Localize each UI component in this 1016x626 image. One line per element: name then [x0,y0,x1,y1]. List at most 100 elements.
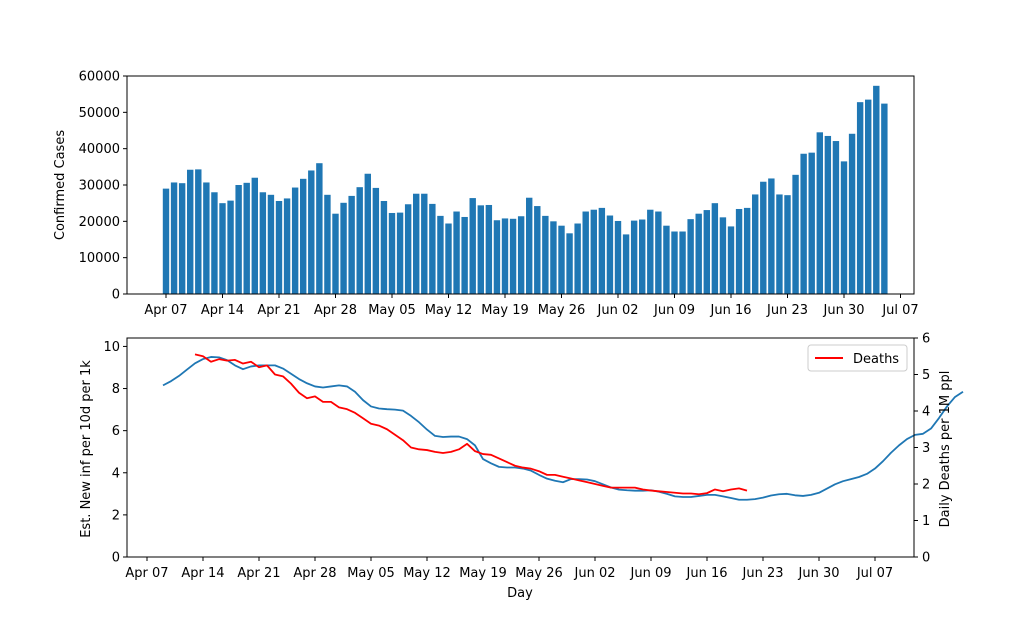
bar-series [162,85,888,295]
x-tick-label: May 05 [368,303,416,318]
bar [703,210,710,294]
bar [372,187,380,294]
bar [162,188,170,294]
bar [429,203,436,294]
bar [477,205,484,294]
x-tick-label: May 26 [515,566,563,581]
bar [784,195,791,294]
bar [203,182,210,294]
x-tick-label: Apr 07 [144,303,187,318]
bar [614,220,622,294]
bar [848,133,856,294]
x-tick-label: May 12 [403,566,451,581]
bar [832,141,840,294]
x-tick-label: Apr 14 [181,566,224,581]
legend-label-deaths: Deaths [853,352,899,367]
bar [647,209,654,294]
y-axis-label-right: Daily Deaths per 1M ppl [938,371,953,528]
bar [227,200,234,294]
infections-deaths-line-chart: 0 2 4 6 8 10 0 1 2 3 4 5 6 Apr 07 Apr 14 Apr 21 Apr 28 Ma… [79,332,964,601]
line-series [162,353,964,501]
bar [534,206,541,294]
x-tick-label: Jul 07 [856,566,893,581]
plot-frame [126,337,915,558]
bar [243,182,250,294]
x-tick-label: Jun 02 [597,303,639,318]
y-tick-label: 0 [112,288,120,303]
y-tick-label: 2 [112,508,120,523]
bar [485,204,493,294]
bar [663,225,670,294]
bar [235,185,242,294]
y-tick-label: 6 [112,424,120,439]
bar [356,187,363,294]
y-tick-label-right: 0 [922,551,930,566]
x-tick-label: Apr 21 [237,566,280,581]
bar [332,213,339,294]
bar [687,219,694,294]
bar [558,225,565,294]
bar [776,194,783,294]
y-tick-label-right: 5 [922,368,930,383]
y-axis-label: Confirmed Cases [53,130,68,240]
bar [211,192,218,294]
bar [865,99,872,295]
top-axes: 0 10000 20000 30000 40000 50000 60000 Apr 07 Apr… [79,70,919,319]
bar [219,203,226,294]
bar [792,174,799,294]
x-tick-label: May 19 [481,303,529,318]
bar [735,208,743,294]
y-tick-label: 10 [103,340,120,355]
legend: Deaths [807,344,908,372]
bar [800,153,807,294]
bar [308,170,315,294]
bar [808,152,815,294]
bar [517,216,525,294]
bar [187,169,194,294]
bar [178,183,186,294]
bar [856,102,864,294]
infections-line [162,356,964,501]
bar [598,207,606,294]
x-tick-label: Jun 30 [823,303,865,318]
bar [300,178,307,294]
y-tick-label: 40000 [79,142,120,157]
bar [388,212,396,294]
bar [574,223,581,294]
x-tick-label: May 26 [538,303,586,318]
bar [340,202,347,294]
bar [873,85,880,294]
y-tick-label-right: 6 [922,332,930,347]
x-tick-label: Jun 16 [686,566,728,581]
bar [283,198,291,294]
y-tick-label-right: 3 [922,441,930,456]
bar [445,223,452,294]
bar [671,231,678,294]
bar [566,233,573,294]
bar [509,218,517,294]
bar [259,192,267,294]
bar [630,220,638,294]
bar [421,193,428,294]
x-tick-label: Jun 23 [766,303,808,318]
x-tick-label: Jun 23 [742,566,784,581]
bar [719,217,727,294]
bar [437,215,444,294]
x-tick-label: Apr 28 [293,566,336,581]
x-tick-label: Jun 16 [710,303,752,318]
x-tick-label: Jul 07 [881,303,918,318]
bar [461,216,468,294]
y-tick-label: 8 [112,382,120,397]
bar [768,178,775,294]
bar [404,204,412,294]
x-tick-label: May 19 [459,566,507,581]
y-axis-label: Est. New inf per 10d per 1k [79,360,94,538]
bar [824,135,832,294]
y-tick-label-right: 1 [922,514,930,529]
bar [606,215,614,294]
x-tick-label: Jun 02 [574,566,616,581]
y-tick-label: 30000 [79,179,120,194]
x-tick-label: Apr 28 [314,303,357,318]
x-tick-label: Apr 07 [125,566,168,581]
